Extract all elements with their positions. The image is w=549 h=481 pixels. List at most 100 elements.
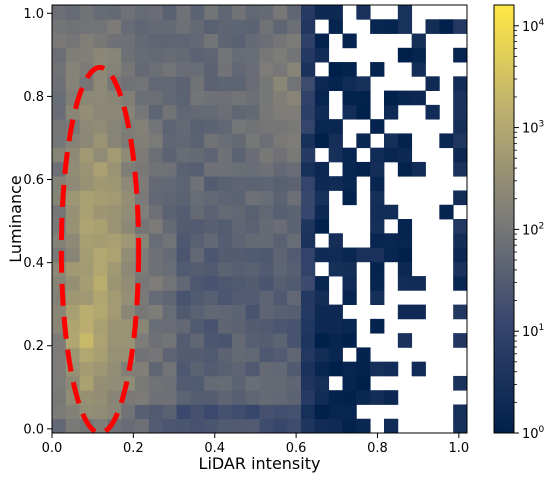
heatmap-cell xyxy=(273,76,288,91)
heatmap-cell xyxy=(93,76,108,91)
heatmap-cell xyxy=(328,261,343,277)
heatmap-cell xyxy=(121,304,136,320)
heatmap-cell xyxy=(218,62,233,77)
heatmap-cell xyxy=(190,47,205,63)
heatmap-cell xyxy=(148,76,164,91)
heatmap-cell xyxy=(176,276,191,291)
heatmap-cell xyxy=(162,390,177,405)
heatmap-cell xyxy=(287,104,302,120)
heatmap-cell xyxy=(93,104,108,120)
heatmap-cell xyxy=(370,204,385,220)
heatmap-cell xyxy=(287,247,302,263)
heatmap-cell xyxy=(259,418,274,434)
heatmap-cell xyxy=(301,261,316,277)
heatmap-cell xyxy=(301,90,316,106)
heatmap-cell xyxy=(162,19,177,34)
heatmap-cell xyxy=(93,418,108,434)
heatmap-cell xyxy=(79,318,94,334)
heatmap-cell xyxy=(93,204,108,220)
heatmap-cell xyxy=(342,404,357,420)
heatmap-cell xyxy=(342,161,357,177)
heatmap-cell xyxy=(342,390,357,405)
heatmap-cell xyxy=(411,33,426,49)
heatmap-cell xyxy=(148,390,164,405)
heatmap-cell xyxy=(384,147,399,163)
heatmap-cell xyxy=(204,261,219,277)
heatmap-cell xyxy=(93,333,108,348)
heatmap-cell xyxy=(93,147,108,163)
heatmap-cell xyxy=(79,190,94,206)
heatmap-cell xyxy=(453,404,468,420)
heatmap-cell xyxy=(314,204,330,220)
heatmap-cell xyxy=(411,161,426,177)
heatmap-cell xyxy=(79,347,94,363)
heatmap-cell xyxy=(79,390,94,405)
heatmap-cell xyxy=(65,404,81,420)
heatmap-cell xyxy=(287,19,302,34)
heatmap-cell xyxy=(370,119,385,134)
heatmap-cell xyxy=(162,304,177,320)
heatmap-cell xyxy=(107,190,122,206)
heatmap-cell xyxy=(356,76,371,91)
heatmap-cell xyxy=(356,104,371,120)
x-tick-label: 0.6 xyxy=(286,441,307,456)
heatmap-cell xyxy=(190,5,205,20)
heatmap-cell xyxy=(190,190,205,206)
heatmap-cell xyxy=(397,147,413,163)
heatmap-cell xyxy=(411,276,426,291)
x-axis-label: LiDAR intensity xyxy=(199,454,321,473)
heatmap-cell xyxy=(190,390,205,405)
heatmap-cell xyxy=(231,176,247,191)
heatmap-cell xyxy=(397,261,413,277)
heatmap-cell xyxy=(93,318,108,334)
heatmap-cell xyxy=(176,176,191,191)
heatmap-cell xyxy=(273,119,288,134)
heatmap-cell xyxy=(162,418,177,434)
heatmap-cell xyxy=(287,333,302,348)
heatmap-cell xyxy=(162,76,177,91)
heatmap-cell xyxy=(135,361,150,377)
heatmap-cell xyxy=(245,233,260,248)
heatmap-cell xyxy=(79,19,94,34)
heatmap-cell xyxy=(453,90,468,106)
heatmap-cell xyxy=(176,5,191,20)
heatmap-cell xyxy=(370,276,385,291)
heatmap-cell xyxy=(121,76,136,91)
heatmap-cell xyxy=(52,375,67,391)
heatmap-cell xyxy=(176,261,191,277)
heatmap-cell xyxy=(135,104,150,120)
heatmap-cell xyxy=(259,19,274,34)
heatmap-cell xyxy=(259,76,274,91)
heatmap-cell xyxy=(328,247,343,263)
heatmap-cell xyxy=(259,390,274,405)
heatmap-cell xyxy=(190,176,205,191)
heatmap-cell xyxy=(162,247,177,263)
heatmap-cell xyxy=(148,304,164,320)
heatmap-cell xyxy=(453,233,468,248)
heatmap-cell xyxy=(273,5,288,20)
heatmap-cell xyxy=(218,347,233,363)
heatmap-cell xyxy=(231,318,247,334)
heatmap-cell xyxy=(259,33,274,49)
heatmap-cell xyxy=(370,261,385,277)
heatmap-cell xyxy=(107,62,122,77)
heatmap-cell xyxy=(204,361,219,377)
heatmap-cell xyxy=(328,5,343,20)
heatmap-cell xyxy=(162,404,177,420)
heatmap-cell xyxy=(79,5,94,20)
heatmap-cell xyxy=(259,133,274,149)
heatmap-cell xyxy=(231,147,247,163)
heatmap-cell xyxy=(204,161,219,177)
heatmap-cell xyxy=(273,304,288,320)
heatmap-cell xyxy=(328,347,343,363)
heatmap-cell xyxy=(135,133,150,149)
heatmap-cell xyxy=(287,261,302,277)
heatmap-cell xyxy=(287,133,302,149)
heatmap-cell xyxy=(52,390,67,405)
heatmap-cell xyxy=(273,318,288,334)
heatmap-cell xyxy=(259,161,274,177)
heatmap-cell xyxy=(453,276,468,291)
x-tick-label: 0.4 xyxy=(204,441,225,456)
heatmap-cell xyxy=(52,47,67,63)
heatmap-cell xyxy=(121,90,136,106)
